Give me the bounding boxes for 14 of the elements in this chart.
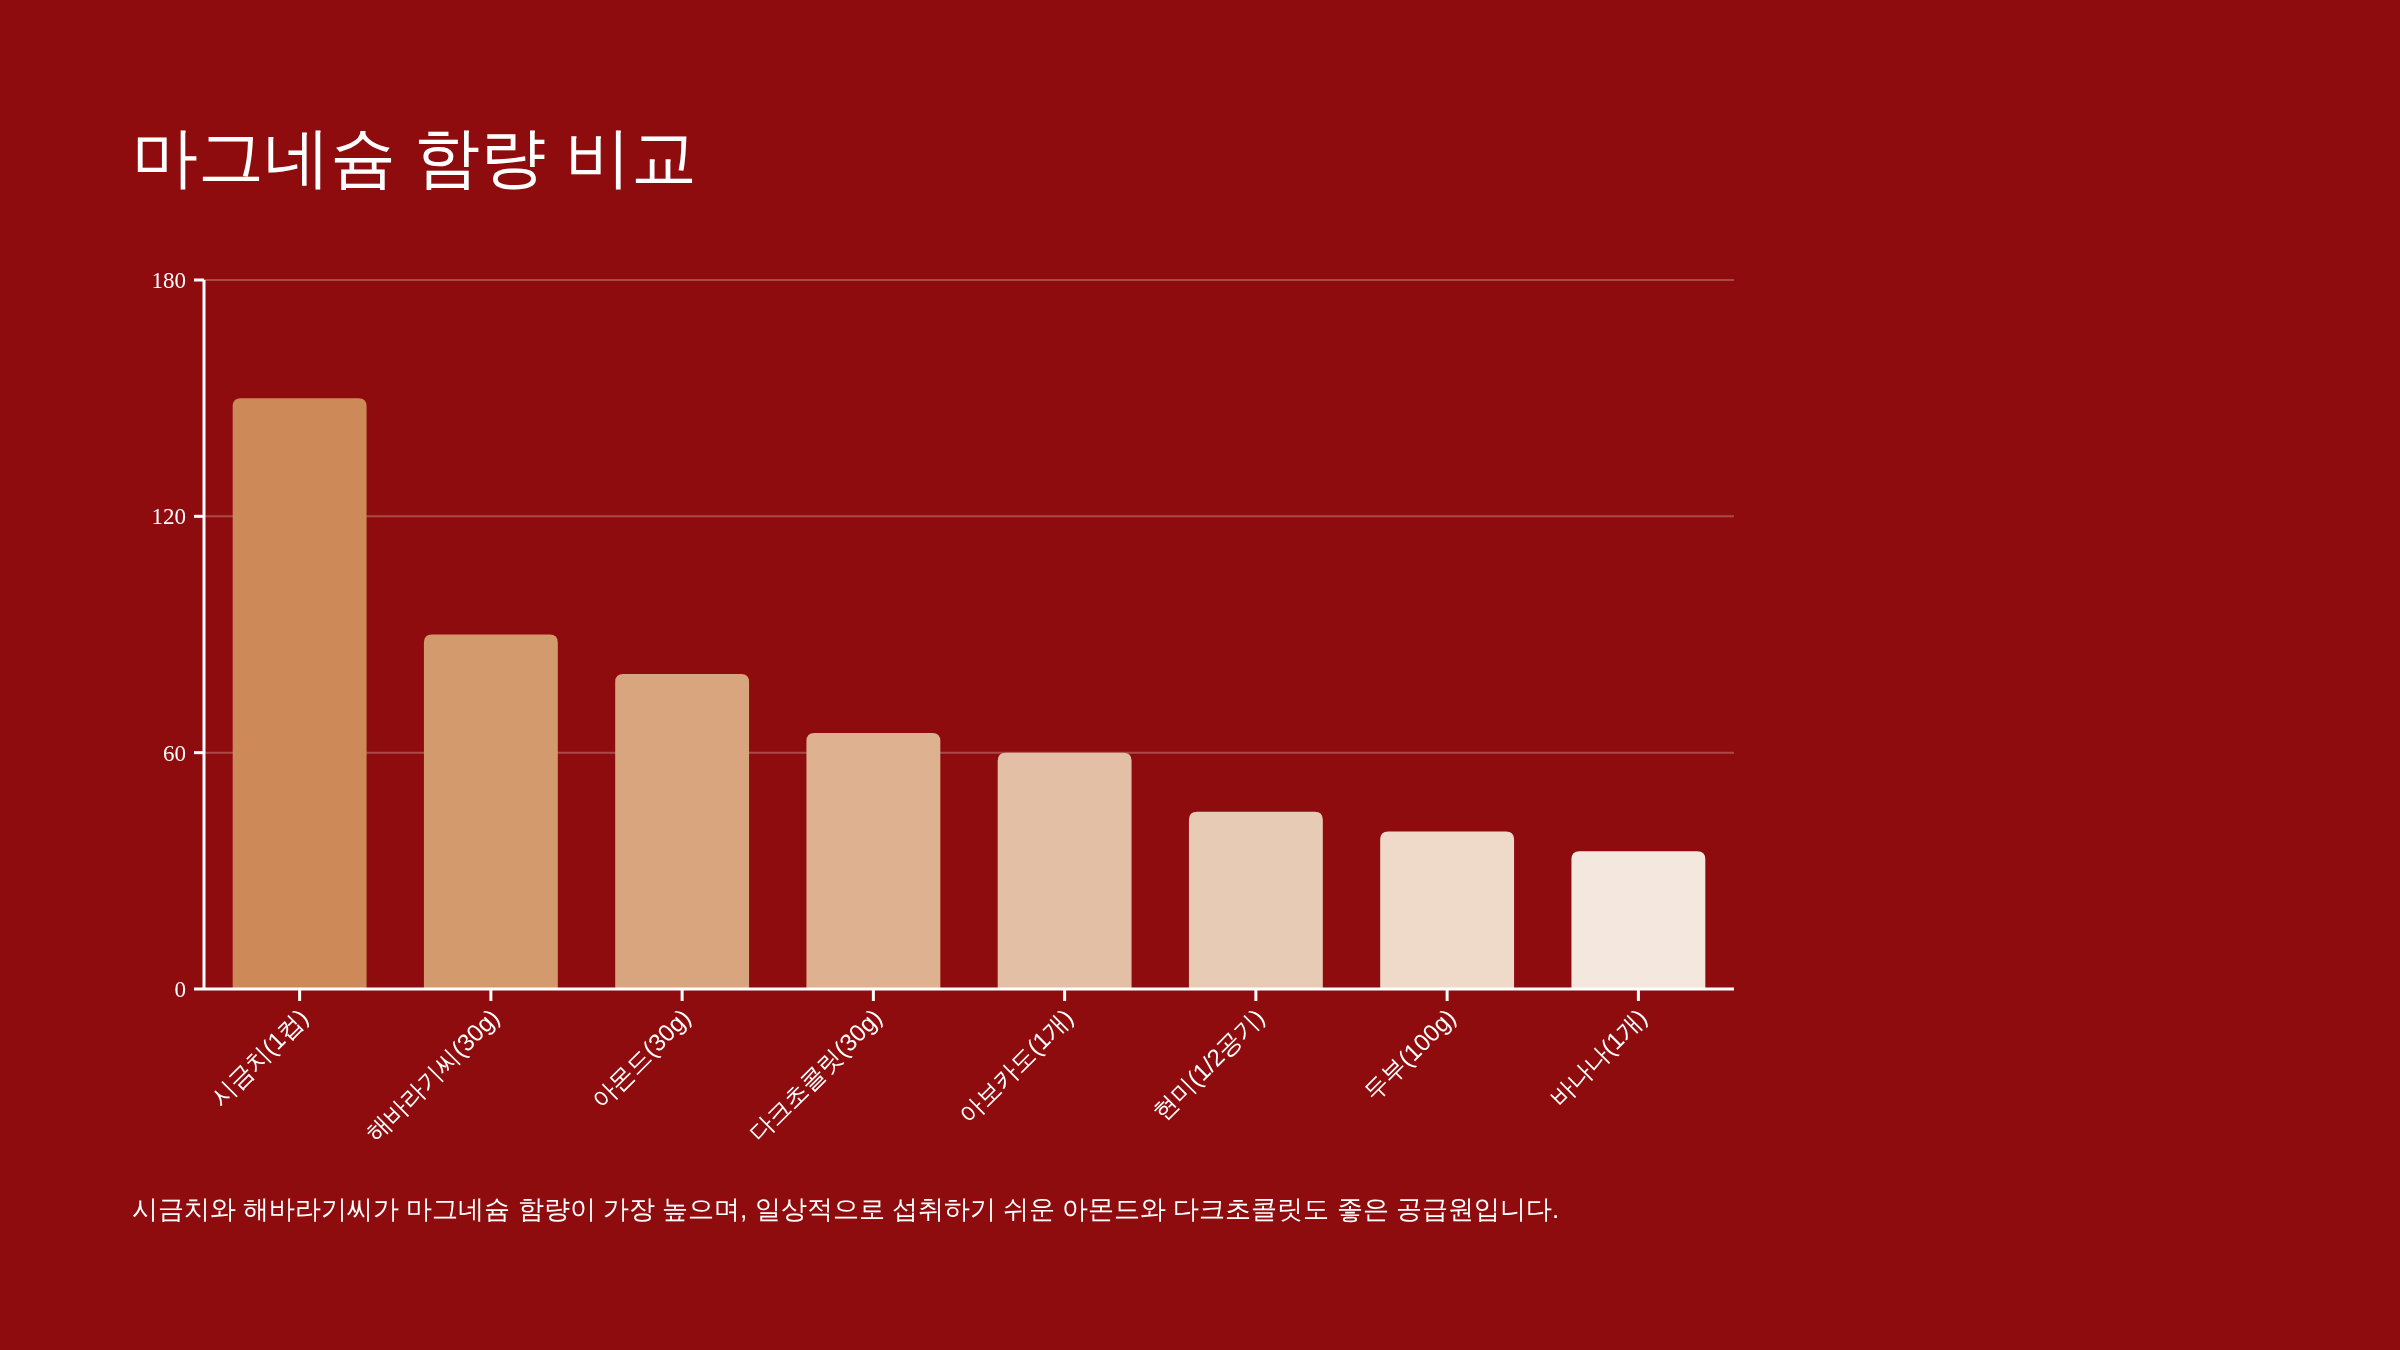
bar (1571, 851, 1706, 989)
y-tick-label: 180 (151, 268, 186, 293)
text: 시금치와 해바라기씨가 마그네슘 함량이 가장 높으며, 일상적으로 섭취하기 쉬운 아몬드와 다크초콜릿도 좋은 공급원입니다. (132, 1194, 1560, 1224)
chart-title: 마그네슘 함량 비교 (132, 120, 697, 194)
bar (423, 634, 558, 989)
bar (1188, 811, 1323, 989)
bar (232, 398, 367, 989)
y-tick-label: 60 (163, 740, 186, 766)
bar (806, 732, 941, 989)
y-tick-label: 120 (151, 504, 186, 530)
bar (615, 673, 750, 989)
y-tick-label: 0 (174, 977, 186, 1002)
bar (1380, 831, 1515, 989)
bar (997, 752, 1132, 989)
